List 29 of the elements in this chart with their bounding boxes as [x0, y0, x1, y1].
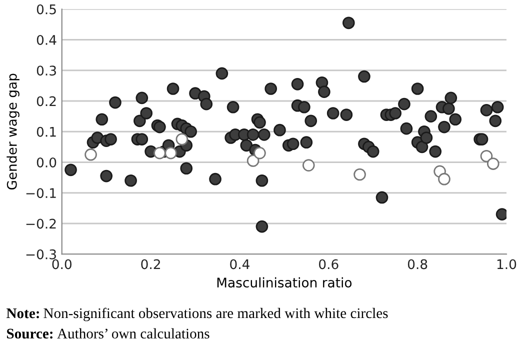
point — [176, 133, 188, 146]
point — [486, 158, 500, 170]
text: Note: Non-significant observations are marked with white circles — [6, 308, 388, 322]
y-tick-label: 0.1 — [36, 126, 56, 137]
point — [302, 159, 315, 172]
y-tick-label: 0.0 — [36, 157, 56, 168]
x-tick-label: 0.6 — [319, 259, 338, 270]
point — [246, 154, 260, 167]
x-tick-label: 0.8 — [408, 259, 428, 270]
point — [438, 172, 450, 186]
source-note: Source: Authors’ own calculations — [7, 328, 210, 339]
y-tick-label: 0.2 — [36, 96, 56, 106]
point — [84, 148, 97, 161]
point — [154, 146, 166, 160]
y-tick-label: 0.3 — [36, 66, 56, 76]
x-tick-label: 0.4 — [230, 259, 250, 270]
y-tick-label: 0.5 — [36, 4, 56, 14]
point — [164, 146, 177, 160]
point — [354, 168, 366, 181]
x-tick-label: 0.0 — [52, 259, 72, 270]
y-tick-label: 0.4 — [36, 34, 56, 45]
y-tick-label: −0.1 — [26, 188, 56, 198]
y-tick-label: −0.3 — [26, 249, 56, 260]
x-axis-title: Masculinisation ratio — [217, 277, 352, 288]
x-tick-label: 0.2 — [141, 259, 160, 270]
x-tick-label: 1.0 — [497, 259, 516, 270]
point — [254, 146, 266, 160]
y-tick-label: −0.2 — [26, 218, 56, 229]
y-axis-title: Gender wage gap — [6, 74, 20, 190]
